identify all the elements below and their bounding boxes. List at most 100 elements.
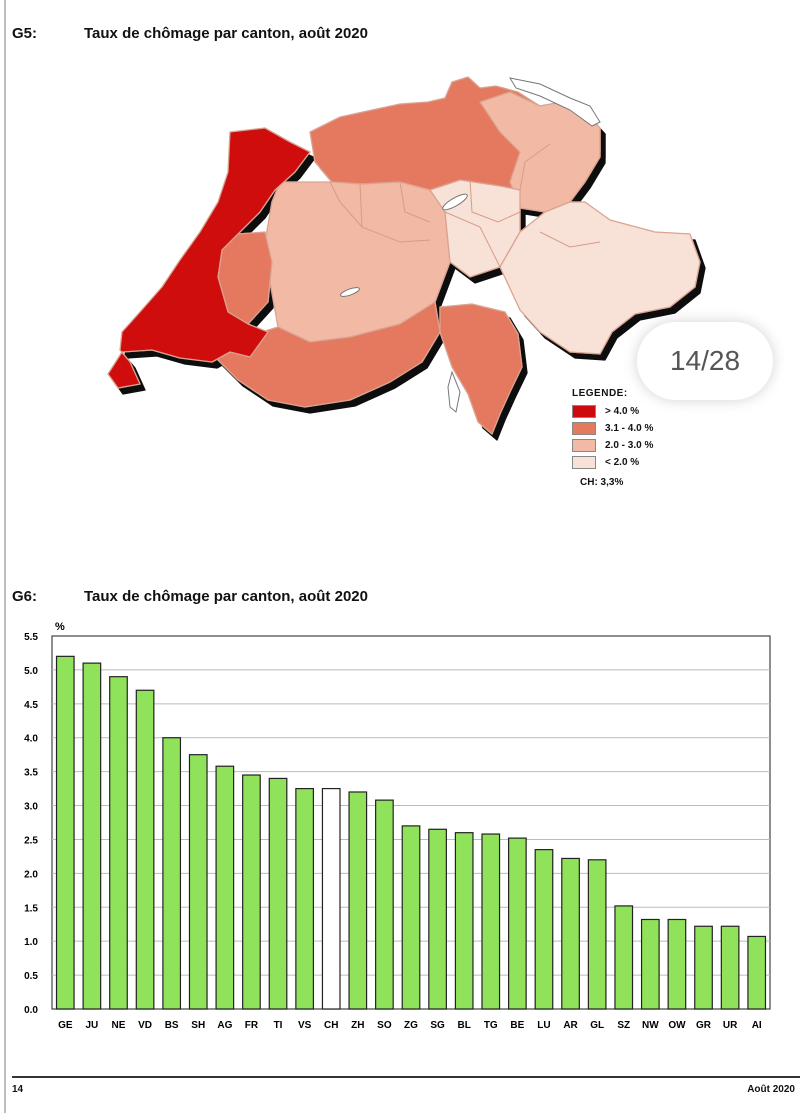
x-tick-label: SZ (617, 1020, 630, 1031)
y-tick-label: 2.0 (24, 869, 38, 880)
bar-fr (242, 774, 261, 1010)
canton-region-ticino (439, 303, 523, 435)
x-tick-label: VD (138, 1020, 152, 1031)
legend-swatch (572, 405, 596, 418)
bar-ai (747, 935, 767, 1010)
y-tick-label: 1.0 (24, 937, 38, 948)
page-left-border (4, 0, 6, 1113)
y-tick-label: 2.5 (24, 835, 38, 846)
g5-title: Taux de chômage par canton, août 2020 (84, 25, 368, 42)
x-tick-label: AI (752, 1020, 762, 1031)
x-tick-label: TI (274, 1020, 283, 1031)
y-tick-label: 3.0 (24, 802, 38, 813)
x-tick-label: SG (430, 1020, 445, 1031)
legend-item-label: < 2.0 % (605, 457, 640, 468)
x-tick-label: UR (723, 1020, 738, 1031)
canton-region-valais (217, 301, 441, 408)
x-tick-label: JU (85, 1020, 98, 1031)
bar-gr (694, 925, 713, 1010)
footer-divider (12, 1076, 800, 1078)
legend-item: 3.1 - 4.0 % (572, 420, 653, 437)
y-tick-label: 4.5 (24, 700, 38, 711)
y-axis-unit-label: % (55, 621, 65, 633)
bar-nw (640, 918, 660, 1010)
bar-ge (55, 655, 75, 1010)
x-tick-label: NW (642, 1020, 659, 1031)
lake-constance (508, 77, 601, 127)
lake-thun (340, 287, 360, 297)
canton-region-vaud-geneva-neuchatel (107, 127, 311, 389)
bar-sz (614, 905, 634, 1010)
bar-bs (162, 737, 182, 1010)
g5-label: G5: (12, 25, 38, 42)
bar-ow (667, 918, 687, 1010)
legend-swatch (572, 456, 596, 469)
x-tick-label: GL (590, 1020, 604, 1031)
bar-ag (215, 765, 235, 1010)
bar-vd (135, 689, 155, 1010)
x-tick-label: CH (324, 1020, 338, 1031)
x-tick-label: AR (563, 1020, 578, 1031)
switzerland-canton-map (107, 76, 701, 435)
canton-region-east-graubunden (499, 201, 701, 355)
canton-region-northeast (479, 91, 601, 213)
bar-ti (268, 777, 288, 1010)
y-tick-label: 5.0 (24, 666, 38, 677)
legend-swatch (572, 422, 596, 435)
bar-ur (720, 925, 740, 1010)
x-tick-label: ZH (351, 1020, 364, 1031)
g6-title: Taux de chômage par canton, août 2020 (84, 588, 368, 605)
x-tick-label: BS (165, 1020, 179, 1031)
y-tick-label: 4.0 (24, 734, 38, 745)
lake-maggiore (447, 370, 461, 413)
bar-be (507, 837, 527, 1010)
map-legend: LEGENDE: > 4.0 % 3.1 - 4.0 % 2.0 - 3.0 %… (572, 388, 653, 488)
bar-ch (321, 787, 341, 1010)
bar-zh (348, 791, 368, 1010)
bar-ar (561, 857, 580, 1010)
bar-bl (454, 832, 474, 1010)
x-tick-label: BE (510, 1020, 524, 1031)
bar-sg (428, 828, 447, 1010)
y-tick-label: 0.5 (24, 971, 38, 982)
footer-page-number: 14 (12, 1084, 24, 1095)
footer-date: Août 2020 (747, 1084, 795, 1095)
legend-item-label: 3.1 - 4.0 % (605, 423, 654, 434)
x-tick-label: GE (58, 1020, 73, 1031)
x-tick-label: BL (458, 1020, 471, 1031)
legend-title: LEGENDE: (572, 388, 628, 399)
x-tick-label: TG (484, 1020, 498, 1031)
lake-zurich (442, 193, 468, 211)
bar-vs (295, 787, 315, 1010)
legend-swatch (572, 439, 596, 452)
x-tick-label: OW (668, 1020, 686, 1031)
bar-so (375, 799, 394, 1010)
y-tick-label: 0.0 (24, 1005, 38, 1016)
legend-item: > 4.0 % (572, 403, 653, 420)
g6-label: G6: (12, 588, 38, 605)
legend-item: 2.0 - 3.0 % (572, 437, 653, 454)
legend-item-label: 2.0 - 3.0 % (605, 440, 654, 451)
y-tick-label: 1.5 (24, 903, 38, 914)
page-indicator[interactable]: 14/28 (637, 322, 773, 400)
x-tick-label: SH (191, 1020, 205, 1031)
x-tick-label: ZG (404, 1020, 418, 1031)
bar-sh (188, 754, 208, 1010)
x-tick-label: AG (217, 1020, 232, 1031)
x-tick-label: GR (696, 1020, 712, 1031)
x-tick-label: FR (245, 1020, 259, 1031)
bar-chart: % 0.0 0.5 1.0 1.5 2.0 2.5 3.0 3.5 4.0 4.5 5.0 5.5 G… (24, 621, 771, 1031)
bar-tg (481, 833, 501, 1010)
x-tick-label: LU (537, 1020, 550, 1031)
y-tick-label: 5.5 (24, 632, 38, 643)
bar-ju (82, 662, 102, 1010)
bar-ne (109, 676, 128, 1010)
legend-item: < 2.0 % (572, 454, 653, 471)
bar-zg (401, 825, 421, 1010)
legend-ch-average: CH: 3,3% (580, 477, 624, 488)
x-tick-label: NE (112, 1020, 126, 1031)
bar-lu (534, 849, 554, 1010)
bar-gl (587, 859, 607, 1010)
x-tick-label: SO (377, 1020, 392, 1031)
x-tick-label: VS (298, 1020, 312, 1031)
